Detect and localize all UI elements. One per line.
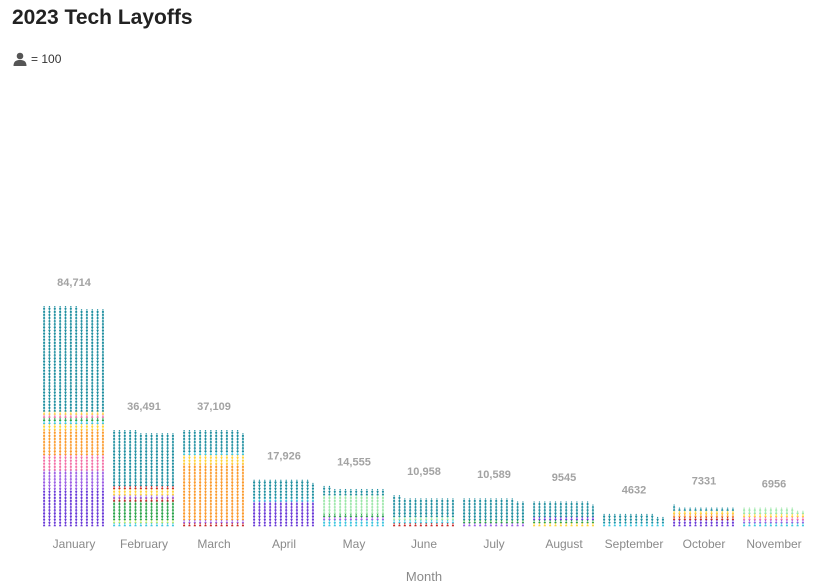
x-tick-october: October: [683, 537, 726, 551]
value-label-april: 17,926: [267, 451, 301, 463]
x-tick-january: January: [53, 537, 96, 551]
bar-september: [603, 513, 665, 527]
chart-title: 2023 Tech Layoffs: [12, 6, 193, 29]
x-tick-november: November: [746, 537, 801, 551]
bar-january: [43, 306, 105, 527]
value-label-may: 14,555: [337, 457, 371, 469]
value-label-september: 4632: [622, 485, 646, 497]
legend: = 100: [12, 52, 61, 66]
value-label-march: 37,109: [197, 401, 231, 413]
x-tick-june: June: [411, 537, 437, 551]
x-tick-september: September: [605, 537, 664, 551]
bar-october: [673, 504, 735, 527]
x-tick-july: July: [483, 537, 504, 551]
x-tick-march: March: [197, 537, 230, 551]
bar-november: [743, 507, 805, 527]
value-label-january: 84,714: [57, 277, 92, 289]
x-tick-may: May: [343, 537, 366, 551]
person-icon: [13, 52, 27, 66]
x-axis-title: Month: [406, 569, 442, 584]
value-label-february: 36,491: [127, 401, 161, 413]
value-label-june: 10,958: [407, 466, 441, 478]
bar-may: [323, 485, 385, 527]
bar-april: [253, 479, 315, 527]
value-label-august: 9545: [552, 472, 576, 484]
x-tick-april: April: [272, 537, 296, 551]
bar-march: [183, 430, 245, 527]
value-label-july: 10,589: [477, 469, 511, 481]
x-tick-february: February: [120, 537, 168, 551]
bar-june: [393, 495, 455, 527]
bar-august: [533, 501, 595, 527]
value-label-october: 7331: [692, 475, 716, 487]
legend-text: = 100: [31, 52, 62, 66]
bar-july: [463, 498, 525, 527]
x-tick-august: August: [545, 537, 583, 551]
bar-february: [113, 430, 175, 527]
value-label-november: 6956: [762, 478, 786, 490]
